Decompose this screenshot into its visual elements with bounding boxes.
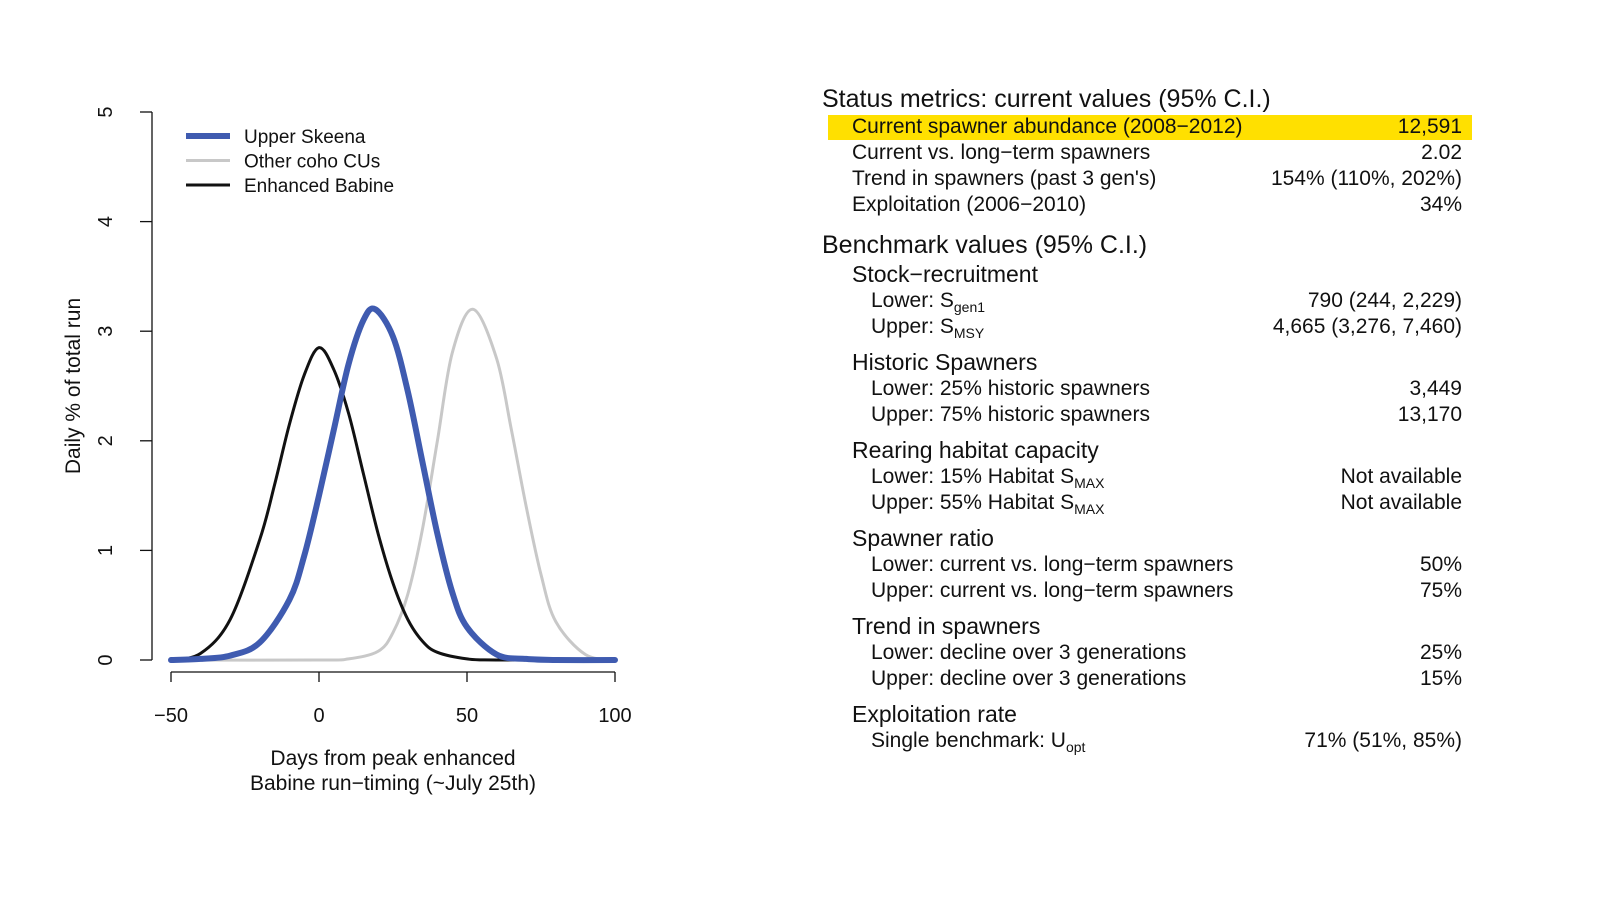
benchmark-value: 25% [1419, 641, 1462, 664]
x-tick-label: −50 [154, 705, 188, 727]
x-tick-label: 50 [456, 705, 478, 727]
benchmark-value: 790 (244, 2,229) [1307, 289, 1462, 312]
stock-recruitment-upper-row: Upper: SMSY 4,665 (3,276, 7,460) [822, 314, 1462, 340]
historic-upper-row: Upper: 75% historic spawners 13,170 [822, 402, 1462, 428]
status-label: Current vs. long−term spawners [852, 141, 1151, 164]
rearing-upper-row: Upper: 55% Habitat SMAX Not available [822, 490, 1462, 516]
benchmark-title: Benchmark values (95% C.I.) [822, 231, 1148, 259]
status-value: 12,591 [1397, 115, 1462, 138]
exploitation-rate-heading: Exploitation rate [852, 701, 1017, 727]
y-tick-label: 5 [95, 106, 117, 117]
status-value: 2.02 [1421, 141, 1462, 164]
trend-lower-row: Lower: decline over 3 generations 25% [822, 640, 1462, 666]
legend-label-other-coho-cus: Other coho CUs [244, 152, 380, 173]
benchmark-label: Lower: current vs. long−term spawners [871, 553, 1234, 576]
status-row-trend: Trend in spawners (past 3 gen's) 154% (1… [822, 166, 1462, 192]
benchmark-value: Not available [1340, 491, 1462, 514]
benchmark-value: 71% (51%, 85%) [1304, 729, 1462, 752]
benchmark-label: Upper: decline over 3 generations [871, 667, 1187, 690]
status-row-current-abundance: Current spawner abundance (2008−2012) 12… [822, 114, 1472, 140]
status-label: Trend in spawners (past 3 gen's) [852, 167, 1157, 190]
highlight-marker [828, 115, 1472, 140]
stock-recruitment-heading: Stock−recruitment [852, 261, 1038, 287]
legend-label-enhanced-babine: Enhanced Babine [244, 176, 394, 197]
benchmark-label: Single benchmark: Uopt [871, 729, 1086, 756]
status-row-exploitation: Exploitation (2006−2010) 34% [822, 192, 1462, 218]
y-axis-label: Daily % of total run [62, 298, 85, 474]
benchmark-label: Lower: decline over 3 generations [871, 641, 1187, 664]
status-row-current-vs-long-term: Current vs. long−term spawners 2.02 [822, 140, 1462, 166]
benchmark-value: Not available [1340, 465, 1462, 488]
benchmark-value: 15% [1419, 667, 1462, 690]
benchmark-label: Upper: current vs. long−term spawners [871, 579, 1234, 602]
status-label: Current spawner abundance (2008−2012) [852, 115, 1243, 138]
spawner-ratio-lower-row: Lower: current vs. long−term spawners 50… [822, 552, 1462, 578]
y-tick-label: 4 [95, 216, 117, 227]
spawner-ratio-upper-row: Upper: current vs. long−term spawners 75… [822, 578, 1462, 604]
benchmark-label: Lower: 15% Habitat SMAX [871, 465, 1105, 492]
metrics-panel: Status metrics: current values (95% C.I.… [822, 84, 1472, 754]
historic-lower-row: Lower: 25% historic spawners 3,449 [822, 376, 1462, 402]
rearing-habitat-heading: Rearing habitat capacity [852, 437, 1099, 463]
historic-spawners-heading: Historic Spawners [852, 349, 1038, 375]
series-line-enhanced-babine [169, 346, 617, 662]
y-tick-label: 0 [95, 654, 117, 665]
rearing-lower-row: Lower: 15% Habitat SMAX Not available [822, 464, 1462, 490]
benchmark-label: Lower: Sgen1 [871, 289, 986, 316]
legend-label-upper-skeena: Upper Skeena [244, 127, 366, 148]
x-axis-label: Days from peak enhanced [270, 747, 515, 770]
status-value: 154% (110%, 202%) [1270, 167, 1462, 190]
benchmark-value: 13,170 [1397, 403, 1462, 426]
y-tick-label: 1 [95, 545, 117, 556]
trend-upper-row: Upper: decline over 3 generations 15% [822, 666, 1462, 692]
spawner-ratio-heading: Spawner ratio [852, 525, 994, 551]
run-timing-chart: −50 0 50 100 0 1 2 3 4 5 Days from peak enhancedBa… [62, 106, 632, 795]
benchmark-label: Upper: 75% historic spawners [871, 403, 1150, 426]
y-tick-label: 2 [95, 435, 117, 446]
benchmark-value: 3,449 [1409, 377, 1462, 400]
benchmark-value: 75% [1419, 579, 1462, 602]
trend-spawners-heading: Trend in spawners [852, 613, 1041, 639]
stock-recruitment-lower-row: Lower: Sgen1 790 (244, 2,229) [822, 288, 1462, 314]
benchmark-label: Lower: 25% historic spawners [871, 377, 1150, 400]
benchmark-label: Upper: 55% Habitat SMAX [871, 491, 1105, 518]
status-metrics-title: Status metrics: current values (95% C.I.… [822, 85, 1271, 113]
series-line-upper-skeena [168, 305, 618, 664]
benchmark-label: Upper: SMSY [871, 315, 985, 342]
exploitation-single-row: Single benchmark: Uopt 71% (51%, 85%) [822, 728, 1462, 754]
series-line-other-coho-cus [169, 307, 617, 662]
benchmark-value: 50% [1419, 553, 1462, 576]
benchmark-value: 4,665 (3,276, 7,460) [1272, 315, 1462, 338]
y-tick-label: 3 [95, 326, 117, 337]
status-value: 34% [1419, 193, 1462, 216]
status-label: Exploitation (2006−2010) [852, 193, 1087, 216]
x-tick-label: 100 [598, 705, 631, 727]
x-tick-label: 0 [313, 705, 324, 727]
x-axis-label: Babine run−timing (~July 25th) [250, 772, 536, 795]
